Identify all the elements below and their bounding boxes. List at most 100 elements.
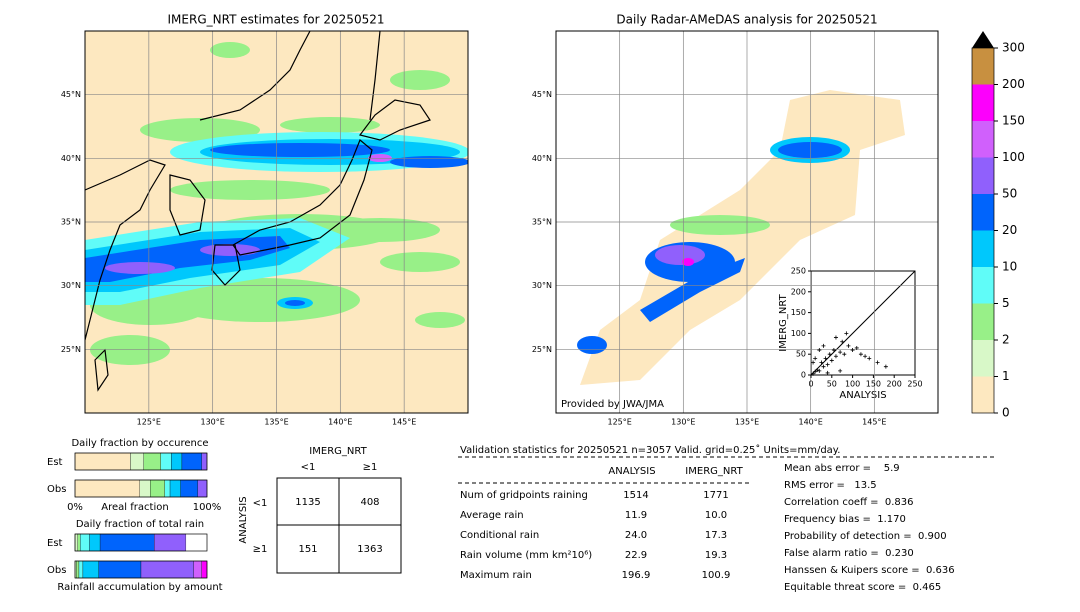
map-shape: [210, 143, 390, 157]
map-shape: [210, 42, 250, 58]
cell: 1363: [357, 544, 382, 555]
credit: Provided by JWA/JMA: [561, 399, 664, 410]
stat-label: Average rain: [460, 510, 524, 521]
colorbar-label: 2: [1002, 333, 1010, 347]
bar-frame: [74, 479, 208, 498]
stat-label: Num of gridpoints raining: [460, 490, 588, 501]
scatter-point: [825, 362, 830, 367]
coastlines: [85, 31, 431, 392]
score: Hanssen & Kuipers score = 0.636: [784, 565, 955, 576]
map-shape: [380, 252, 460, 272]
x-tick-label: 100%: [193, 502, 222, 513]
scatter-point: [863, 354, 868, 359]
score: RMS error = 13.5: [784, 480, 877, 491]
colorbar-segment: [972, 340, 994, 377]
x-tick-label: 130°E: [201, 418, 225, 427]
x-tick-label: 140°E: [328, 418, 352, 427]
scatter-point: [844, 331, 849, 336]
stat-value: 1514: [623, 490, 648, 501]
score: False alarm ratio = 0.230: [784, 548, 914, 559]
total-rain-xlabel: Rainfall accumulation by amount: [57, 582, 222, 593]
occurrence-title: Daily fraction by occurence: [71, 438, 208, 449]
y-tick-label: 30°N: [61, 281, 81, 290]
scatter-point: [829, 358, 834, 363]
map-shape: [170, 180, 330, 200]
scatter-point: [825, 370, 830, 375]
column-header: ANALYSIS: [608, 466, 655, 477]
score: Equitable threat score = 0.465: [784, 582, 941, 593]
colorbar-label: 200: [1002, 77, 1025, 91]
bar-frame: [74, 533, 208, 552]
y-tick-label: 35°N: [61, 218, 81, 227]
fraction-segment: [143, 452, 161, 471]
colorbar-extend: [972, 31, 994, 48]
map-shape: [577, 336, 607, 354]
scatter-point: [858, 352, 863, 357]
map-title: Daily Radar-AMeDAS analysis for 20250521: [616, 13, 877, 27]
fraction-segment: [154, 533, 187, 552]
scatter-point: [827, 352, 832, 357]
colorbar-label: 1: [1002, 369, 1010, 383]
stat-value: 11.9: [625, 510, 647, 521]
fraction-segment: [201, 560, 208, 579]
scatter-point: [838, 350, 843, 355]
stat-label: Rain volume (mm km²10⁶): [460, 550, 592, 561]
scatter-point: [854, 345, 859, 350]
scatter-point: [840, 339, 845, 344]
x-tick-label: 200: [887, 380, 902, 389]
fraction-segment: [80, 533, 90, 552]
x-tick-label: 145°E: [862, 418, 886, 427]
y-tick-label: 45°N: [61, 90, 81, 99]
row-label: Obs: [47, 484, 66, 495]
cell: 151: [298, 544, 317, 555]
row-label: Obs: [47, 565, 66, 576]
colorbar-segment: [972, 303, 994, 340]
map-shape: [670, 215, 770, 235]
row-title: ANALYSIS: [238, 496, 249, 543]
y-tick-label: 35°N: [532, 218, 552, 227]
stat-value: 19.3: [705, 550, 727, 561]
row-label: Est: [47, 538, 63, 549]
x-tick-label: 100: [845, 380, 860, 389]
colorbar-segment: [972, 230, 994, 267]
map-shape: [778, 142, 842, 158]
y-tick-label: 0: [801, 371, 806, 380]
fraction-segment: [150, 479, 165, 498]
fraction-segment: [193, 560, 202, 579]
y-tick-label: 40°N: [532, 154, 552, 163]
x-tick-label: 0%: [67, 502, 83, 513]
y-tick-label: 25°N: [61, 345, 81, 354]
x-tick-label: 125°E: [137, 418, 161, 427]
stat-value: 17.3: [705, 530, 727, 541]
fraction-segment: [160, 452, 172, 471]
stat-value: 1771: [703, 490, 728, 501]
scatter-point: [817, 368, 822, 373]
scatter-point: [850, 348, 855, 353]
scatter-point: [819, 360, 824, 365]
scatter-point: [817, 348, 822, 353]
map-shape: [232, 139, 373, 256]
map-shape: [640, 258, 745, 322]
map-shape: [169, 174, 206, 236]
colorbar-label: 150: [1002, 114, 1025, 128]
map-shape: [199, 31, 311, 121]
fraction-segment: [76, 560, 80, 579]
stat-value: 196.9: [622, 570, 651, 581]
y-tick-label: 200: [791, 287, 806, 296]
scatter-point: [875, 360, 880, 365]
colorbar-label: 20: [1002, 223, 1017, 237]
y-tick-label: 250: [791, 267, 806, 276]
bar-frame: [74, 452, 208, 471]
scatter-point: [883, 364, 888, 369]
scatter-ylabel: IMERG_NRT: [778, 293, 789, 351]
stat-value: 22.9: [625, 550, 647, 561]
x-tick-label: 135°E: [264, 418, 288, 427]
scatter-point: [833, 354, 838, 359]
fraction-segment: [130, 452, 144, 471]
scatter-point: [821, 343, 826, 348]
stat-label: Conditional rain: [460, 530, 539, 541]
x-tick-label: 145°E: [392, 418, 416, 427]
stat-label: Maximum rain: [460, 570, 532, 581]
colorbar-label: 5: [1002, 296, 1010, 310]
colorbar-label: 100: [1002, 150, 1025, 164]
